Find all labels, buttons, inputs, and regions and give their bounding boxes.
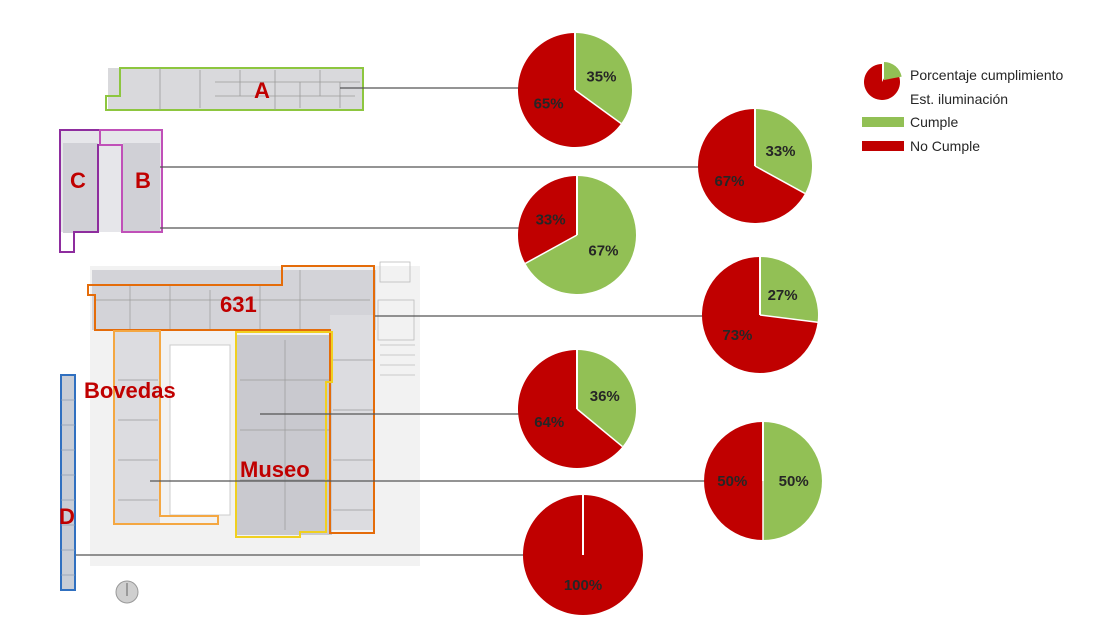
zone-a-outline [105,67,364,111]
pie-c-slice-cumple [525,176,637,294]
pie-museo-slice-no-cumple [517,350,623,469]
legend: Porcentaje cumplimiento Est. iluminación… [862,62,1064,154]
building-a [105,67,364,111]
legend-swatch-cumple [862,117,904,127]
zone-museo-outline [235,331,333,538]
pie-b: 33% 67% [698,108,812,223]
zone-label-bovedas: Bovedas [84,378,176,403]
pie-bovedas-slice-cumple [763,422,822,540]
zone-631-outline [87,265,375,534]
pie-a-slice-no-cumple [518,33,622,147]
zone-b-outline [99,129,163,233]
pie-c-label-cumple: 67% [588,243,618,260]
legend-label-no-cumple: No Cumple [910,138,980,154]
zone-d-outline [60,374,76,591]
pie-b-separator-2 [754,165,806,195]
pie-museo-separator-2 [576,408,623,448]
building-d [60,374,76,591]
pie-b-slice-cumple [755,109,812,194]
building-cb [59,129,163,253]
pie-631-slice-cumple [760,257,818,323]
pie-charts: 35% 65% 33% 67% 67% 33% 27% 73% 36% 64% 50% 50% 100% [517,33,822,615]
floor-plan [59,67,420,604]
pie-museo-label-cumple: 36% [590,388,620,405]
pie-b-label-cumple: 33% [765,143,795,160]
pie-b-slice-no-cumple [698,108,805,223]
pie-bovedas-label-cumple: 50% [779,473,809,490]
pie-b-label-no-cumple: 67% [714,173,744,190]
legend-title-line2: Est. iluminación [910,91,1008,107]
pie-museo-slice-cumple [577,350,636,447]
building-631-complex [87,261,420,566]
legend-pie-slice-cumple [884,62,902,80]
pie-museo-label-no-cumple: 64% [534,414,564,431]
zone-labels: A C B 631 Bovedas Museo D [59,78,310,529]
zone-label-d: D [59,504,75,529]
pie-bovedas-label-no-cumple: 50% [717,473,747,490]
zone-label-c: C [70,168,86,193]
pie-631-label-no-cumple: 73% [722,327,752,344]
pie-d: 100% [522,495,643,615]
pie-631: 27% 73% [701,257,818,374]
pie-c-slice-no-cumple [518,176,577,264]
zone-label-museo: Museo [240,457,310,482]
zone-label-b: B [135,168,151,193]
pie-a-slice-cumple [575,33,632,124]
zone-bovedas-outline [113,330,219,525]
pie-a-label-no-cumple: 65% [534,95,564,112]
pie-d-label-no-cumple: 100% [564,577,602,594]
pie-bovedas: 50% 50% [704,422,822,540]
pie-a-label-cumple: 35% [586,69,616,86]
pie-a: 35% 65% [518,33,632,147]
zone-label-631: 631 [220,292,257,317]
legend-swatch-no-cumple [862,141,904,151]
pie-631-label-cumple: 27% [768,287,798,304]
leader-lines [76,87,706,556]
north-arrow-icon [115,580,139,604]
legend-pie-icon [864,62,902,100]
pie-museo: 36% 64% [517,350,636,469]
pie-c: 67% 33% [518,176,637,294]
legend-label-cumple: Cumple [910,114,958,130]
pie-a-separator-2 [574,89,622,125]
pie-631-separator-2 [759,314,818,324]
pie-bovedas-slice-no-cumple [704,422,763,540]
zone-label-a: A [254,78,270,103]
legend-title-line1: Porcentaje cumplimiento [910,67,1064,83]
pie-c-separator-2 [524,234,578,265]
pie-c-label-no-cumple: 33% [536,211,566,228]
